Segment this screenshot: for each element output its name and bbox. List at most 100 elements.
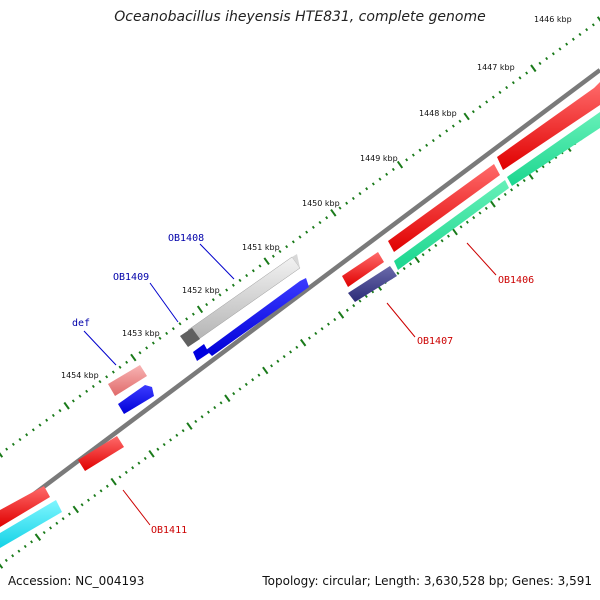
- tick-label-1447: 1447 kbp: [477, 63, 515, 72]
- minor-tick: [251, 269, 255, 273]
- major-tick: [396, 160, 404, 169]
- minor-tick: [5, 447, 9, 451]
- minor-tick: [49, 526, 53, 530]
- minor-tick: [440, 239, 444, 243]
- minor-tick: [151, 341, 155, 345]
- label-OB1408[interactable]: OB1408: [168, 233, 204, 244]
- minor-tick: [11, 554, 15, 558]
- minor-tick: [181, 429, 185, 433]
- minor-tick: [396, 271, 400, 275]
- minor-tick: [578, 32, 582, 37]
- major-tick: [263, 257, 270, 265]
- minor-tick: [17, 549, 21, 553]
- minor-tick: [320, 327, 324, 331]
- minor-tick: [125, 360, 129, 364]
- major-tick: [130, 353, 137, 362]
- minor-tick: [25, 433, 29, 437]
- minor-tick: [23, 544, 27, 549]
- tick-label-1452: 1452 kbp: [182, 286, 220, 295]
- minor-tick: [465, 220, 469, 224]
- major-tick: [330, 209, 337, 217]
- minor-tick: [358, 191, 362, 196]
- minor-tick: [218, 293, 222, 297]
- major-tick: [463, 112, 470, 121]
- minor-tick: [503, 192, 507, 197]
- label-OB1406[interactable]: OB1406: [498, 275, 534, 286]
- gene-OB1407[interactable]: [342, 252, 397, 302]
- minor-tick: [45, 418, 49, 422]
- minor-tick: [61, 517, 65, 521]
- minor-tick: [351, 196, 355, 201]
- tick-label-1451: 1451 kbp: [242, 243, 280, 252]
- gene-OB1409[interactable]: [193, 278, 309, 361]
- minor-tick: [434, 243, 438, 248]
- minor-tick: [271, 254, 275, 258]
- minor-tick: [191, 312, 195, 316]
- minor-tick: [211, 298, 215, 302]
- minor-tick: [352, 304, 356, 308]
- inner-tick-ring: [0, 123, 600, 569]
- minor-tick: [143, 456, 147, 461]
- minor-tick: [451, 124, 455, 128]
- gene-OB1408[interactable]: [180, 254, 301, 347]
- map-title: Oceanobacillus iheyensis HTE831, complet…: [114, 9, 486, 25]
- minor-tick: [358, 299, 362, 303]
- minor-tick: [446, 234, 450, 238]
- gene-OB1406[interactable]: [388, 82, 600, 270]
- minor-tick: [525, 71, 529, 75]
- minor-tick: [285, 245, 289, 249]
- label-OB1407[interactable]: OB1407: [417, 336, 453, 347]
- gene-def-blue[interactable]: [118, 385, 154, 414]
- minor-tick: [71, 399, 75, 403]
- minor-tick: [298, 235, 302, 239]
- minor-tick: [484, 206, 488, 210]
- minor-tick: [491, 95, 495, 99]
- minor-tick: [124, 470, 128, 474]
- gene-lower-left[interactable]: [0, 486, 62, 548]
- minor-tick: [178, 322, 182, 326]
- genome-summary-text: Topology: circular; Length: 3,630,528 bp…: [262, 574, 592, 588]
- gene-def[interactable]: [108, 365, 147, 396]
- minor-tick: [325, 216, 329, 220]
- minor-tick: [311, 225, 315, 229]
- major-tick: [299, 338, 307, 347]
- minor-tick: [478, 105, 482, 109]
- minor-tick: [478, 211, 482, 215]
- minor-tick: [405, 158, 409, 162]
- major-tick: [596, 16, 600, 22]
- minor-tick: [326, 322, 330, 326]
- minor-tick: [282, 354, 286, 359]
- minor-tick: [545, 56, 549, 61]
- minor-tick: [258, 264, 262, 268]
- tick-label-1454: 1454 kbp: [61, 371, 99, 380]
- minor-tick: [31, 428, 35, 432]
- minor-tick: [80, 503, 84, 507]
- minor-tick: [156, 447, 160, 451]
- minor-tick: [171, 327, 175, 331]
- tick-label-1449: 1449 kbp: [360, 154, 398, 163]
- minor-tick: [85, 389, 89, 393]
- tick-label-1448: 1448 kbp: [419, 109, 457, 118]
- minor-tick: [307, 336, 311, 340]
- minor-tick: [511, 81, 515, 85]
- minor-tick: [522, 178, 526, 183]
- label-OB1409[interactable]: OB1409: [113, 272, 149, 283]
- major-tick: [148, 450, 155, 458]
- label-OB1411[interactable]: OB1411: [151, 525, 187, 536]
- minor-tick: [498, 90, 502, 94]
- label-def[interactable]: def: [72, 318, 90, 329]
- tick-label-1446: 1446 kbp: [534, 15, 572, 24]
- minor-tick: [67, 512, 71, 516]
- minor-tick: [93, 493, 97, 498]
- minor-tick: [118, 365, 122, 369]
- gene-OB1411[interactable]: [78, 436, 124, 471]
- major-tick: [224, 394, 231, 403]
- minor-tick: [4, 558, 8, 562]
- minor-tick: [318, 220, 322, 225]
- major-tick: [110, 477, 117, 486]
- minor-tick: [131, 466, 135, 470]
- minor-tick: [438, 134, 442, 138]
- minor-tick: [458, 119, 462, 123]
- minor-tick: [364, 294, 368, 298]
- minor-tick: [345, 308, 349, 312]
